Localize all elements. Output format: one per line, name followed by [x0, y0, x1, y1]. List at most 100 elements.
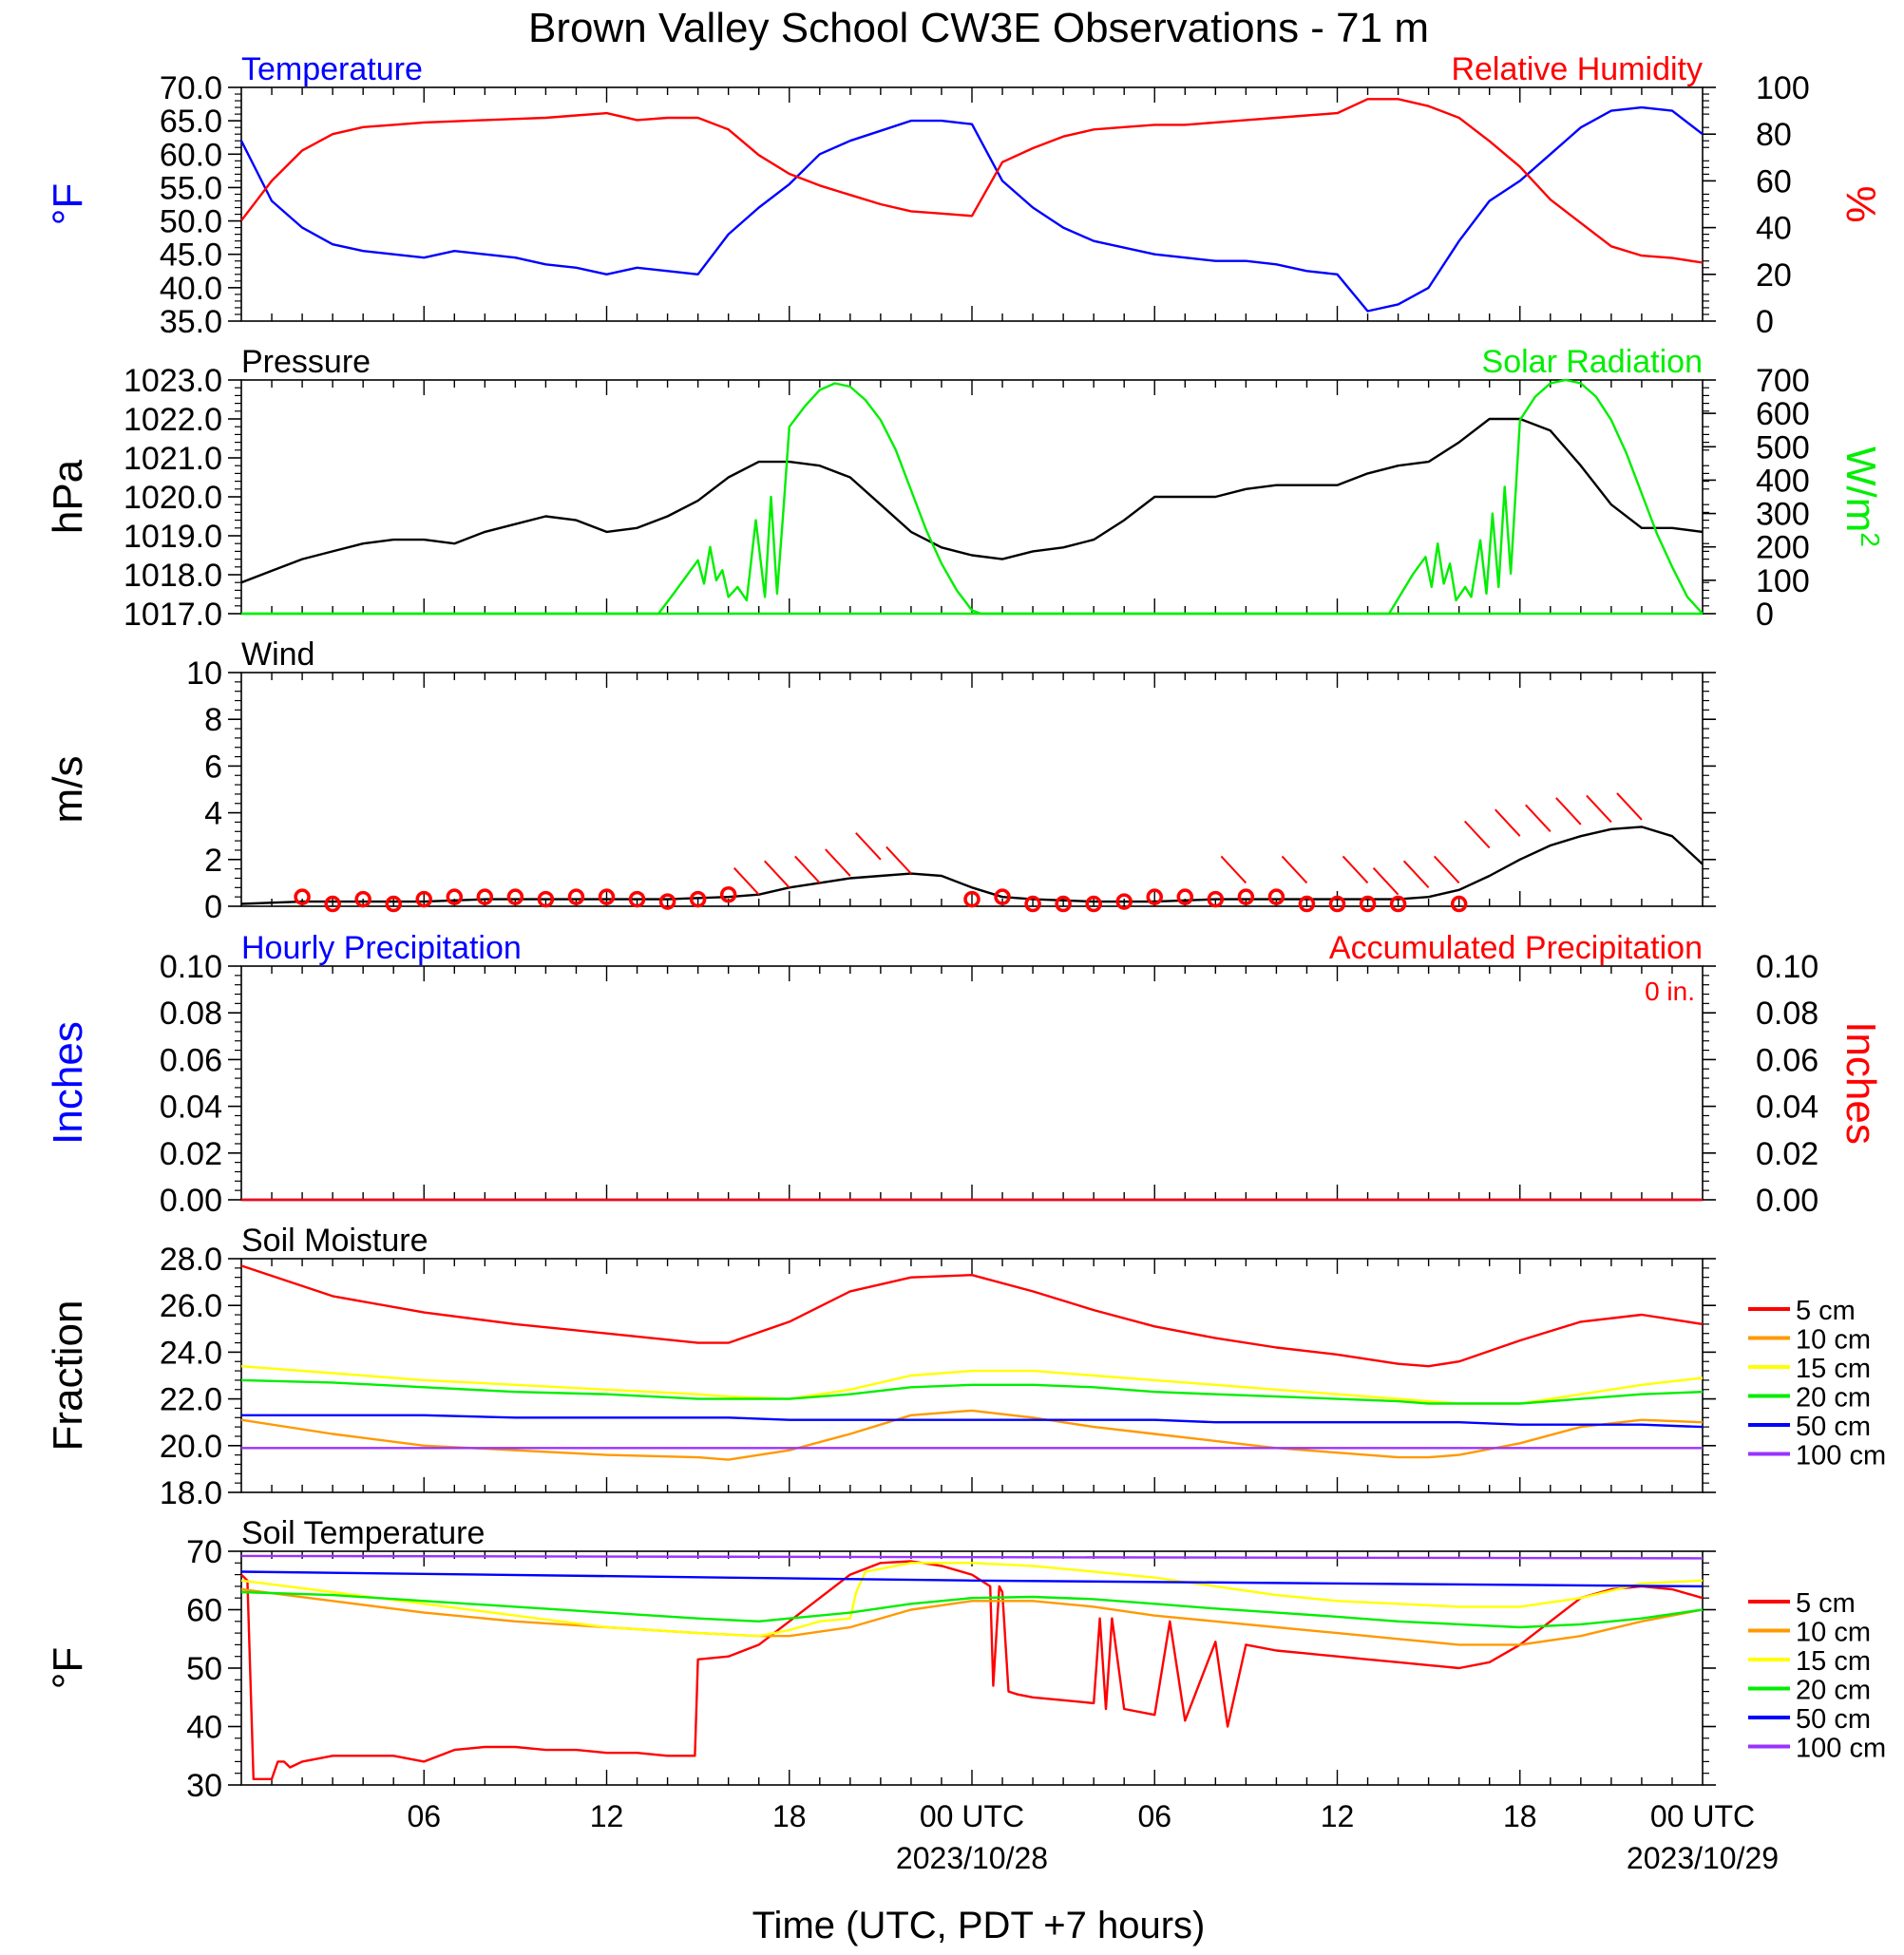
legend-label: 10 cm: [1796, 1325, 1871, 1356]
y-tick-label-right: 0.00: [1756, 1183, 1818, 1219]
calm-wind-marker: [1328, 895, 1346, 913]
calm-wind-marker: [537, 890, 555, 908]
legend-label: 100 cm: [1796, 1734, 1886, 1764]
x-tick-label: 00 UTC: [920, 1799, 1024, 1833]
calm-wind-marker: [385, 895, 402, 913]
panel-title-right: Accumulated Precipitation: [1329, 930, 1703, 966]
x-tick-label: 06: [407, 1799, 441, 1833]
y-tick-label-right: 400: [1756, 463, 1810, 499]
y-tick-label-left: 50.0: [160, 204, 222, 240]
y-tick-label-left: 40.0: [160, 271, 222, 307]
wind-barb: [1586, 794, 1612, 824]
series-100-cm: [240, 1554, 1704, 1560]
panel-temperature_rh: 35.040.045.050.055.060.065.070.0 0 20 40 60 8…: [45, 51, 1884, 340]
panel-title-left: Hourly Precipitation: [241, 930, 522, 966]
calm-wind-marker: [1115, 893, 1133, 910]
series-relative-humidity: [240, 98, 1704, 264]
wind-barb: [1281, 855, 1308, 884]
y-tick-label-left: 1020.0: [124, 480, 222, 516]
y-tick-label-left: 1022.0: [124, 402, 222, 438]
calm-wind-marker: [598, 888, 616, 905]
y-tick-label-left: 26.0: [160, 1288, 222, 1324]
y-tick-label-left: 60: [186, 1593, 222, 1629]
x-tick-label: 12: [1321, 1799, 1355, 1833]
y-axis-label-left: Fraction: [45, 1300, 91, 1452]
panel-wind: 0 2 4 6 8 10 Wind m/s: [45, 636, 1716, 925]
series-solar-radiation: [241, 382, 1703, 616]
x-tick-label: 00 UTC: [1650, 1799, 1755, 1833]
legend-label: 5 cm: [1796, 1296, 1856, 1326]
calm-wind-marker: [1024, 895, 1041, 913]
calm-wind-marker: [506, 888, 524, 905]
y-tick-label-left: 30: [186, 1768, 222, 1804]
panel-title-right: Relative Humidity: [1451, 51, 1703, 87]
wind-barb: [1372, 867, 1399, 896]
plot-frame: [240, 379, 1704, 615]
series-10-cm: [240, 1587, 1704, 1646]
y-tick-label-right: 300: [1756, 497, 1810, 533]
series-pressure: [240, 417, 1704, 584]
y-tick-label-left: 18.0: [160, 1475, 222, 1511]
legend-label: 20 cm: [1796, 1383, 1871, 1414]
y-tick-label-left: 0.10: [160, 949, 222, 985]
y-axis-label-right: W/m2: [1837, 446, 1886, 547]
panel-pressure_solar: 1017.01018.01019.01020.01021.01022.01023…: [45, 344, 1886, 633]
calm-wind-marker: [415, 890, 432, 908]
y-axis-label-right: Inches: [1837, 1021, 1884, 1145]
series-50-cm: [241, 1414, 1704, 1429]
series-solar-radiation-day-2: [241, 378, 1704, 616]
calm-wind-marker: [446, 888, 464, 905]
y-tick-label-left: 1023.0: [124, 363, 222, 399]
y-tick-label-right: 20: [1756, 257, 1792, 294]
y-tick-label-right: 60: [1756, 163, 1792, 199]
legend-label: 50 cm: [1796, 1412, 1871, 1442]
calm-wind-marker: [1146, 888, 1163, 905]
series-10-cm: [240, 1409, 1704, 1461]
calm-wind-marker: [294, 888, 311, 905]
wind-barb: [1616, 792, 1643, 821]
panel-soil_moisture: 18.0 20.0 22.0 24.0 26.0 28.0 Soil Moisture Fra…: [45, 1223, 1886, 1511]
series-5-cm: [240, 1264, 1704, 1368]
series-temperature: [239, 105, 1704, 313]
y-tick-label-right: 200: [1756, 530, 1810, 566]
series-wind-speed: [240, 826, 1704, 905]
y-tick-label-left: 1017.0: [124, 597, 222, 633]
calm-wind-marker: [1359, 895, 1377, 913]
y-tick-label-left: 0.08: [160, 996, 222, 1032]
y-tick-label-left: 50: [186, 1651, 222, 1687]
calm-wind-marker: [567, 888, 585, 905]
y-tick-label-left: 0.06: [160, 1042, 222, 1078]
x-tick-label: 12: [590, 1799, 624, 1833]
plot-frame: [240, 672, 1704, 907]
y-tick-label-left: 22.0: [160, 1382, 222, 1418]
wind-barb: [794, 855, 821, 884]
y-tick-label-left: 55.0: [160, 170, 222, 206]
x-tick-label: 18: [1503, 1799, 1537, 1833]
panel-precipitation: 0.00 0.02 0.04 0.06 0.08 0.10 0.00 0.02 0.04 0.06…: [45, 930, 1884, 1219]
precip-total-label: 0 in.: [1645, 977, 1695, 1006]
series-20-cm: [240, 1378, 1704, 1405]
y-tick-label-right: 0.06: [1756, 1042, 1818, 1078]
y-tick-label-left: 28.0: [160, 1242, 222, 1278]
y-tick-label-left: 24.0: [160, 1335, 222, 1371]
y-axis-label-superscript: 2: [1856, 532, 1886, 547]
y-tick-label-right: 0.08: [1756, 996, 1818, 1032]
y-tick-label-left: 40: [186, 1710, 222, 1746]
calm-wind-marker: [1207, 890, 1225, 908]
calm-wind-marker: [476, 888, 494, 905]
panel-title-left: Pressure: [241, 344, 371, 380]
calm-wind-marker: [1389, 895, 1407, 913]
y-tick-label-left: 1019.0: [124, 519, 222, 555]
legend-label: 10 cm: [1796, 1618, 1871, 1648]
y-tick-label-left: 6: [204, 749, 222, 785]
calm-wind-marker: [689, 890, 707, 908]
y-tick-label-right: 100: [1756, 70, 1810, 106]
y-axis-label-right: %: [1837, 185, 1884, 222]
y-tick-label-right: 100: [1756, 563, 1810, 599]
calm-wind-marker: [1085, 895, 1102, 913]
y-tick-label-right: 0: [1756, 304, 1774, 340]
y-tick-label-right: 600: [1756, 396, 1810, 432]
y-tick-label-left: 10: [186, 655, 222, 692]
calm-wind-marker: [1237, 888, 1255, 905]
